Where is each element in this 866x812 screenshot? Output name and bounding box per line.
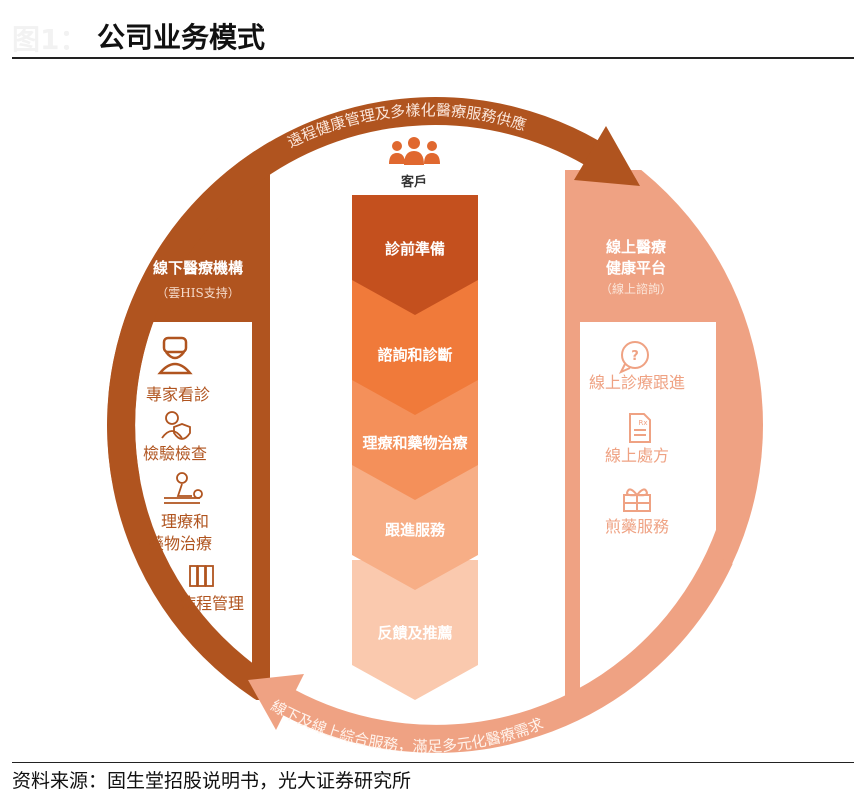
left-item-label: 檢驗檢查 [143,444,207,463]
left-title: 線下醫療機構 [153,259,243,277]
svg-text:Rx: Rx [638,419,647,427]
customer-label: 客戶 [401,174,427,190]
top-arrow-head [574,126,640,186]
left-item-label: 專家看診 [146,385,210,404]
title-divider [12,57,854,59]
step-4-label: 跟進服務 [385,521,446,539]
right-title-line2: 健康平台 [606,259,666,277]
step-3-label: 理療和藥物治療 [362,434,468,452]
step-2-shape [352,280,478,415]
step-3-shape [352,380,478,500]
question-bubble-icon: ? [618,341,649,375]
footer-divider [12,762,854,763]
top-arrow-band [107,97,599,483]
left-item-label: 理療和 [161,512,209,531]
source-note: 资料来源：固生堂招股说明书，光大证券研究所 [12,770,412,792]
gift-icon [623,488,651,512]
massage-therapy-icon [164,472,203,504]
binders-icon [189,565,214,587]
left-subtitle: （雲HIS支持） [156,285,239,300]
left-item-label: 藥物治療 [148,534,212,553]
step-1-label: 診前準備 [385,240,445,258]
people-group-icon [389,137,440,165]
bottom-arrow-head [248,674,304,730]
lab-doctor-shield-icon [161,411,191,440]
step-4-shape [352,465,478,590]
step-5-shape [352,560,478,700]
right-item-label: 線上診療跟進 [589,373,685,392]
right-title-line1: 線上醫療 [606,238,667,256]
step-2-label: 諮詢和診斷 [377,346,452,364]
svg-text:?: ? [631,349,639,364]
doctor-icon [157,336,193,375]
right-item-label: 線上處方 [605,446,669,465]
page-title: 公司业务模式 [97,21,266,54]
step-1-shape [352,195,478,315]
right-item-label: 煎藥服務 [605,517,669,536]
left-item-label: 病程管理 [180,594,244,613]
prescription-icon: Rx [629,413,651,443]
step-5-label: 反饋及推薦 [377,624,452,642]
right-subtitle: （線上諮詢） [600,281,672,296]
figure-label: 图1： [12,23,88,56]
bottom-arrow-band [281,552,733,753]
